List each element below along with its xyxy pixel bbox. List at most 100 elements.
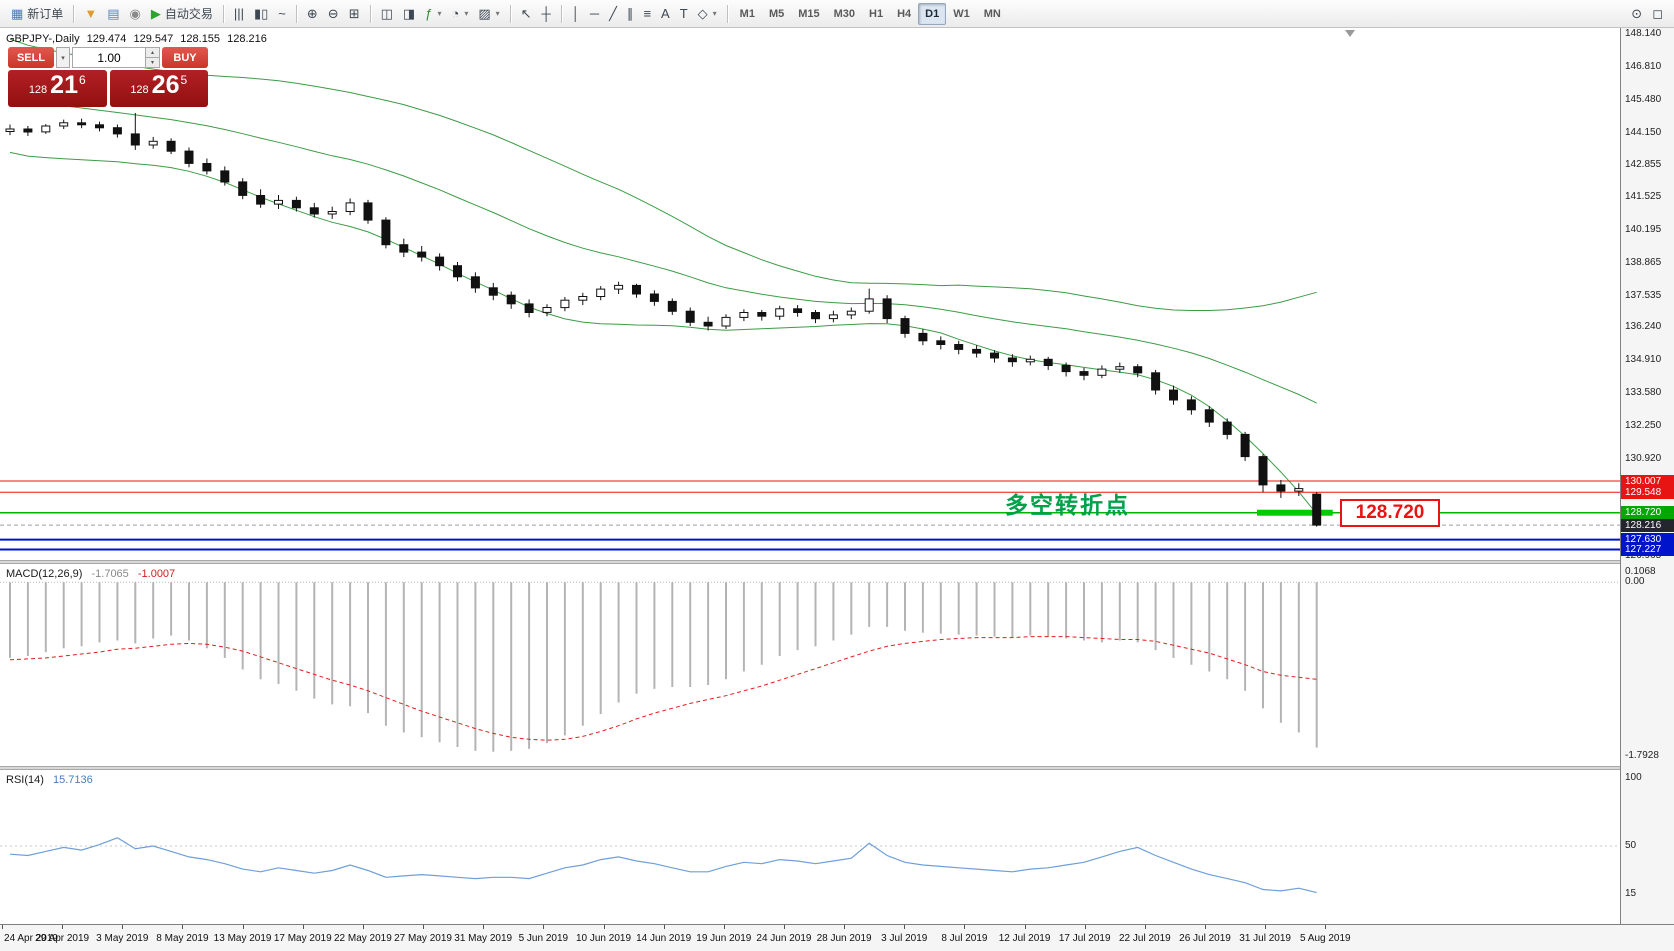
data-window-icon-icon: ▤: [107, 6, 120, 21]
zoom-out-button[interactable]: ⊖: [323, 3, 344, 25]
date-label: 26 Jul 2019: [1179, 933, 1231, 944]
time-axis-tick: [904, 925, 906, 929]
candlestick-chart[interactable]: [0, 28, 1620, 560]
level-lines: [0, 480, 1620, 551]
date-label: 19 Jun 2019: [696, 933, 752, 944]
timeframe-h4-button[interactable]: H4: [890, 3, 918, 25]
highlight-segment: [1257, 509, 1333, 516]
price-axis-label: 138.865: [1625, 256, 1662, 268]
vertical-line-button[interactable]: │: [567, 3, 585, 25]
rsi-axis-label: 50: [1625, 840, 1637, 851]
timeframe-m15-button[interactable]: M15: [791, 3, 826, 25]
text-icon: A: [661, 6, 670, 21]
rsi-panel[interactable]: RSI(14) 15.7136: [0, 770, 1620, 924]
macd-chart[interactable]: [0, 564, 1620, 766]
shapes-button[interactable]: ◇ ▾: [693, 3, 722, 25]
date-label: 17 May 2019: [273, 933, 332, 944]
macd-value: -1.7065: [91, 568, 129, 580]
price-level-label[interactable]: 128.720: [1340, 499, 1440, 527]
timeframe-h1-button[interactable]: H1: [862, 3, 890, 25]
chevron-down-icon: ▾: [437, 9, 442, 18]
fibonacci-button[interactable]: ≡: [638, 3, 656, 25]
time-axis[interactable]: 24 Apr 2019 29 Apr 2019 3 May 2019 8 May 20…: [0, 924, 1674, 951]
arrange-charts-button[interactable]: ◫: [376, 3, 398, 25]
sell-price-point: 6: [78, 73, 86, 87]
time-axis-tick: [1325, 925, 1327, 929]
buy-price-button[interactable]: 128 26 5: [109, 70, 208, 107]
time-axis-tick: [122, 925, 124, 929]
market-watch-icon[interactable]: ▼: [79, 3, 102, 25]
timeframe-m30-button[interactable]: M30: [827, 3, 862, 25]
indicators-button[interactable]: ƒ ▾: [420, 3, 446, 25]
periods-button[interactable]: ◔ ▾: [446, 3, 473, 25]
line-chart-type-icon: ~: [278, 6, 286, 21]
buy-price-prefix: 128: [130, 84, 149, 96]
timeframe-m5-button[interactable]: M5: [762, 3, 791, 25]
order-mode-dropdown[interactable]: ▾: [56, 47, 70, 68]
time-axis-tick: [783, 925, 785, 929]
price-axis[interactable]: 148.140 146.810 145.480 144.150 142.855 141.5…: [1620, 28, 1674, 924]
volume-down-button[interactable]: ▾: [146, 58, 159, 67]
line-chart-type-button[interactable]: ~: [273, 3, 291, 25]
main-chart-panel[interactable]: GBPJPY-,Daily 129.474 129.547 128.155 12…: [0, 28, 1620, 560]
volume-input[interactable]: [73, 48, 145, 67]
timeframe-mn-button[interactable]: MN: [977, 3, 1008, 25]
rsi-chart[interactable]: [0, 770, 1620, 924]
panel-separator[interactable]: [0, 560, 1674, 564]
zoom-out-icon: ⊖: [327, 6, 339, 21]
autotrading-button[interactable]: ▶ 自动交易: [146, 3, 218, 25]
search-symbol-icon: ⊙: [1631, 6, 1643, 21]
tile-windows-button[interactable]: ⊞: [344, 3, 365, 25]
time-axis-tick: [1024, 925, 1026, 929]
date-label: 24 Apr 2019: [4, 933, 58, 944]
new-chart-button[interactable]: ◨: [398, 3, 420, 25]
open-value: 129.474: [86, 33, 127, 45]
time-axis-tick: [423, 925, 425, 929]
sell-button[interactable]: SELL: [8, 47, 54, 68]
price-axis-label: 146.810: [1625, 61, 1662, 73]
rsi-label: RSI(14) 15.7136: [6, 774, 93, 786]
sound-alerts-icon-icon: ◉: [129, 6, 141, 21]
candlestick-type-icon: ▮▯: [253, 6, 269, 21]
cursor-button[interactable]: ↖: [516, 3, 537, 25]
close-value: 128.216: [227, 33, 267, 45]
timeframe-w1-button[interactable]: W1: [946, 3, 977, 25]
time-axis-tick: [362, 925, 364, 929]
candlestick-type-button[interactable]: ▮▯: [249, 3, 273, 25]
market-watch-icon-icon: ▼: [84, 6, 98, 21]
zoom-in-button[interactable]: ⊕: [302, 3, 323, 25]
bollinger-bands: [9, 38, 1318, 515]
zoom-in-icon: ⊕: [306, 6, 318, 21]
search-symbol-button[interactable]: ⊙: [1626, 3, 1647, 25]
new-window-button[interactable]: ◻: [1647, 3, 1668, 25]
data-window-icon[interactable]: ▤: [102, 3, 124, 25]
date-label: 3 May 2019: [96, 933, 149, 944]
toolbar-separator: [295, 4, 297, 23]
trendline-button[interactable]: ╱: [604, 3, 622, 25]
timeframe-d1-button[interactable]: D1: [918, 2, 947, 25]
text-label-button[interactable]: T: [675, 3, 693, 25]
macd-panel[interactable]: MACD(12,26,9) -1.7065 -1.0007: [0, 564, 1620, 766]
timeframe-m1-button[interactable]: M1: [733, 3, 762, 25]
sell-price-button[interactable]: 128 21 6: [8, 70, 107, 107]
macd-axis-label: 0.1068: [1625, 566, 1656, 577]
horizontal-line-button[interactable]: ─: [585, 3, 604, 25]
bar-chart-type-button[interactable]: |||: [229, 3, 249, 25]
channel-button[interactable]: ∥: [622, 3, 639, 25]
templates-button[interactable]: ▨ ▾: [473, 3, 504, 25]
high-value: 129.547: [133, 33, 174, 45]
price-axis-label: 133.580: [1625, 387, 1662, 398]
horizontal-line-icon: ─: [589, 6, 600, 21]
buy-button[interactable]: BUY: [162, 47, 208, 68]
sound-alerts-icon[interactable]: ◉: [124, 3, 145, 25]
price-axis-label: 130.920: [1625, 452, 1662, 464]
price-axis-tag: 127.227: [1621, 542, 1674, 556]
crosshair-button[interactable]: ┼: [537, 3, 556, 25]
date-label: 31 May 2019: [454, 933, 513, 944]
text-button[interactable]: A: [656, 3, 675, 25]
fibonacci-icon: ≡: [643, 6, 652, 21]
panel-separator[interactable]: [0, 766, 1674, 770]
volume-up-button[interactable]: ▴: [146, 48, 159, 58]
new-order-button[interactable]: ▦ 新订单: [6, 3, 68, 25]
date-label: 5 Aug 2019: [1299, 933, 1351, 944]
